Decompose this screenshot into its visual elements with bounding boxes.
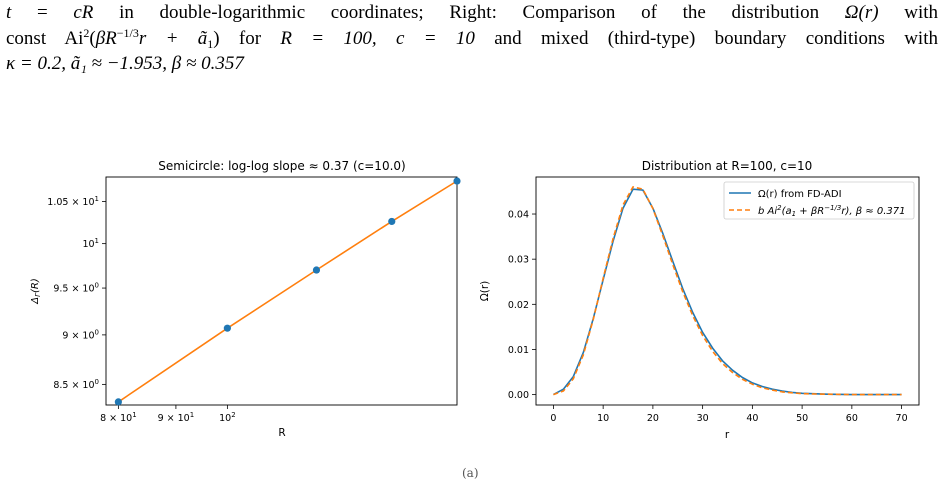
caption-exp2: 2 bbox=[83, 25, 90, 40]
left-fit-line bbox=[117, 180, 458, 403]
caption-sub1: 1 bbox=[207, 36, 214, 51]
legend-label-airy: b Ai2(a1 + βR−1/3r), β ≈ 0.371 bbox=[758, 204, 905, 218]
caption-omega: Ω(r) bbox=[844, 2, 879, 23]
caption-R: R bbox=[105, 27, 117, 49]
left-plot-frame bbox=[105, 176, 458, 406]
left-y-tick-label: 8.5 × 100 bbox=[53, 378, 99, 391]
figure-caption: t = cR in double-logarithmic coordinates… bbox=[6, 0, 938, 77]
left-data-point bbox=[388, 217, 396, 226]
caption-beta: β bbox=[95, 27, 106, 49]
right-y-tick-label: 0.02 bbox=[508, 300, 529, 311]
caption-tail-2: and mixed (third-type) boundary conditio… bbox=[474, 27, 938, 49]
caption-var-c: c bbox=[73, 2, 82, 23]
right-y-tick-label: 0.01 bbox=[508, 345, 529, 356]
caption-text-1: in double-logarithmic coordinates; Right… bbox=[93, 2, 845, 23]
left-y-axis-label: ΔΓ(R) bbox=[30, 278, 42, 305]
subfigure-label: (a) bbox=[462, 466, 479, 480]
distribution-chart: Distribution at R=100, c=10 0.00 0.01 0.02… bbox=[479, 159, 920, 441]
left-x-tick-label: 102 bbox=[219, 411, 236, 424]
caption-r-plus: r + bbox=[138, 27, 198, 49]
caption-line-3: κ = 0.2, ã₁ ≈ −1.953, β ≈ 0.357 bbox=[6, 51, 938, 77]
right-plot-frame bbox=[535, 176, 920, 406]
caption-eq: = bbox=[11, 2, 74, 23]
right-x-tick-label: 70 bbox=[896, 413, 908, 424]
right-x-tick-label: 0 bbox=[550, 413, 556, 424]
left-y-tick-label: 9 × 100 bbox=[62, 328, 99, 341]
right-y-tick-label: 0.03 bbox=[508, 255, 529, 266]
right-x-tick-label: 10 bbox=[597, 413, 609, 424]
left-x-tick-label: 8 × 101 bbox=[100, 411, 137, 424]
loglog-slope-chart: Semicircle: log-log slope ≈ 0.37 (c=10.0… bbox=[30, 159, 461, 439]
right-x-tick-label: 50 bbox=[796, 413, 808, 424]
right-legend: Ω(r) from FD-ADI b Ai2(a1 + βR−1/3r), β … bbox=[723, 181, 915, 220]
right-series-group bbox=[553, 186, 902, 396]
caption-exp-third: −1/3 bbox=[116, 25, 139, 40]
left-y-tick-label: 9.5 × 100 bbox=[53, 282, 99, 295]
caption-tail-1: with bbox=[878, 2, 938, 23]
right-series-fd-adi bbox=[553, 188, 902, 396]
caption-params: κ = 0.2, ã₁ ≈ −1.953, β ≈ 0.357 bbox=[6, 53, 244, 74]
left-y-axis-ticks: 8.5 × 100 9 × 100 9.5 × 100 101 1.05 × 101 bbox=[47, 195, 106, 391]
left-data-point bbox=[114, 398, 122, 406]
left-y-tick-label: 101 bbox=[82, 237, 99, 250]
caption-a-tilde: ã bbox=[197, 27, 208, 49]
left-series-group bbox=[114, 177, 461, 406]
caption-line-2: const Ai2(βR−1/3r + ã1) for R = 100, c =… bbox=[6, 26, 938, 52]
caption-const: const Ai bbox=[6, 27, 84, 49]
right-y-axis-label: Ω(r) bbox=[479, 281, 491, 302]
right-y-tick-label: 0.00 bbox=[508, 390, 529, 401]
right-chart-title: Distribution at R=100, c=10 bbox=[642, 159, 813, 173]
right-series-airy-fit bbox=[553, 186, 902, 396]
caption-var-R: R bbox=[81, 2, 94, 23]
right-x-tick-label: 60 bbox=[846, 413, 858, 424]
caption-paren-close: ) bbox=[213, 27, 220, 49]
caption-paren-open: ( bbox=[89, 27, 96, 49]
left-data-point bbox=[312, 266, 321, 274]
caption-R-eq: R = 100, c = 10 bbox=[280, 27, 475, 49]
legend-label-fd-adi: Ω(r) from FD-ADI bbox=[758, 189, 842, 200]
left-x-tick-label: 9 × 101 bbox=[158, 411, 195, 424]
right-y-tick-label: 0.04 bbox=[508, 210, 529, 221]
left-data-point bbox=[453, 177, 461, 185]
left-y-tick-label: 1.05 × 101 bbox=[47, 195, 99, 208]
caption-var-t: t bbox=[6, 2, 12, 23]
right-x-tick-label: 20 bbox=[647, 413, 659, 424]
legend-box bbox=[723, 181, 915, 220]
left-chart-title: Semicircle: log-log slope ≈ 0.37 (c=10.0… bbox=[158, 159, 405, 173]
left-x-axis-label: R bbox=[278, 427, 285, 439]
right-x-axis-label: r bbox=[725, 429, 730, 441]
caption-mid: for bbox=[219, 27, 281, 49]
caption-line-1: t = cR in double-logarithmic coordinates… bbox=[6, 0, 938, 26]
right-x-tick-label: 30 bbox=[697, 413, 709, 424]
left-x-axis-ticks: 8 × 101 9 × 101 102 bbox=[100, 405, 236, 424]
right-y-axis-ticks: 0.00 0.01 0.02 0.03 0.04 bbox=[508, 210, 536, 401]
right-x-tick-label: 40 bbox=[746, 413, 758, 424]
left-data-point bbox=[223, 324, 231, 332]
right-x-axis-ticks: 0 10 20 30 40 50 60 70 bbox=[550, 405, 908, 424]
